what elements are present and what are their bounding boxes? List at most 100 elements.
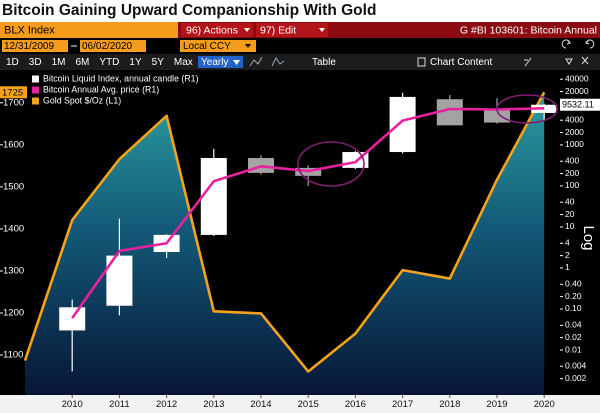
- candle-body: [484, 110, 510, 123]
- y2-tick-label: 40: [565, 196, 575, 206]
- legend-label: Bitcoin Annual Avg. price (R1): [43, 84, 159, 94]
- y2-tick-label: 0.10: [565, 303, 582, 313]
- period-button[interactable]: 1Y: [129, 57, 142, 68]
- period-button[interactable]: 1D: [6, 57, 19, 68]
- y2-tick-label: 0.01: [565, 344, 582, 354]
- y2-tick-label: 0.004: [565, 361, 587, 371]
- legend-label: Gold Spot $/Oz (L1): [43, 95, 121, 105]
- chart-icon[interactable]: [271, 57, 285, 67]
- legend-label: Bitcoin Liquid Index, annual candle (R1): [43, 73, 199, 83]
- y2-tick-label: 0.20: [565, 291, 582, 301]
- currency[interactable]: Local CCY: [183, 41, 231, 52]
- y-tick-label: 1400: [3, 223, 24, 234]
- period-button[interactable]: 5Y: [152, 57, 165, 68]
- y2-tick-label: 200: [565, 168, 579, 178]
- y2-tick-label: 2: [565, 250, 570, 260]
- y2-tick-label: 0.04: [565, 320, 582, 330]
- y-tick-label: 1500: [3, 181, 24, 192]
- y-tick-label: 1200: [3, 308, 24, 319]
- start-date-box[interactable]: [2, 40, 68, 52]
- frequency-box[interactable]: [198, 56, 243, 68]
- edit-button[interactable]: [256, 23, 328, 37]
- table-button[interactable]: Table: [312, 57, 336, 68]
- x-tick-label: 2016: [345, 399, 366, 410]
- period-button[interactable]: Max: [174, 57, 193, 68]
- x-tick-label: 2011: [109, 399, 129, 410]
- legend-swatch: [32, 75, 39, 83]
- end-date[interactable]: 06/02/2020: [82, 41, 132, 52]
- currency-box[interactable]: [180, 40, 256, 52]
- y2-tick-label: 100: [565, 180, 579, 190]
- line-icon[interactable]: [249, 56, 263, 67]
- redo-icon[interactable]: [585, 39, 595, 49]
- page-title: Bitcoin Gaining Upward Companionship Wit…: [2, 2, 376, 19]
- x-tick-label: 2015: [298, 399, 319, 410]
- last-price-label: 9532.11: [562, 100, 594, 110]
- y-tick-label: 1700: [3, 97, 24, 108]
- area-fill: [25, 92, 545, 395]
- dropdown-icon: [233, 60, 240, 65]
- toolbar-row: [0, 38, 600, 54]
- y2-axis-label: Log: [580, 225, 597, 250]
- y2-tick-label: 40000: [565, 73, 589, 83]
- period-button[interactable]: 1M: [52, 57, 66, 68]
- period-buttons: 1D 3D 1M 6M YTD 1Y 5Y Max: [6, 57, 193, 68]
- toolbar-row: [0, 54, 600, 70]
- last-value-tag: [0, 86, 27, 99]
- y2-tick-label: 0.02: [565, 332, 582, 342]
- x-tick-label: 2017: [392, 399, 413, 410]
- avg-price-line: [71, 107, 545, 319]
- y2-tick-label: 4000: [565, 114, 584, 124]
- x-tick-label: 2020: [534, 399, 555, 410]
- edit-label[interactable]: 97) Edit: [260, 24, 296, 36]
- x-tick-label: 2010: [62, 399, 83, 410]
- y2-tick-label: 2000: [565, 127, 584, 137]
- actions-label[interactable]: 96) Actions: [186, 24, 238, 36]
- ticker-box[interactable]: [0, 22, 178, 38]
- edit-icon[interactable]: [524, 57, 532, 67]
- y2-tick-label: 0.002: [565, 373, 587, 383]
- y-tick-label: 1600: [3, 139, 24, 150]
- y2-tick-label: 10: [565, 221, 575, 231]
- legend: [28, 72, 218, 108]
- actions-button[interactable]: [181, 23, 253, 37]
- x-axis-strip: [0, 395, 600, 413]
- candle-body: [389, 96, 416, 153]
- highlight-circle: [297, 141, 365, 187]
- undo-icon[interactable]: [561, 39, 571, 49]
- y2-tick-label: 1000: [565, 139, 584, 149]
- dropdown-icon: [245, 44, 251, 48]
- y2-tick-label: 400: [565, 155, 579, 165]
- function-title: G #BI 103601: Bitcoin Annual: [460, 24, 597, 36]
- highlight-circle: [496, 94, 558, 124]
- legend-entries: Bitcoin Liquid Index, annual candle (R1)…: [32, 73, 199, 105]
- frequency[interactable]: Yearly: [201, 57, 228, 68]
- legend-swatch: [32, 97, 39, 105]
- y-tick-label: 1100: [3, 350, 23, 361]
- x-tick-label: 2014: [250, 399, 271, 410]
- x-tick-label: 2013: [203, 399, 224, 410]
- chart-content-button[interactable]: Chart Content: [430, 57, 492, 68]
- period-button[interactable]: 6M: [76, 57, 90, 68]
- window-icons[interactable]: [565, 56, 589, 65]
- period-button[interactable]: YTD: [99, 57, 119, 68]
- candle-body: [200, 157, 227, 235]
- period-button[interactable]: 3D: [29, 57, 42, 68]
- candle-body: [59, 307, 86, 331]
- x-tick-label: 2019: [486, 399, 507, 410]
- last-price-tag: [560, 98, 600, 111]
- content-icon: [417, 57, 426, 67]
- dropdown-icon: [244, 28, 250, 32]
- y2-tick-label: 20000: [565, 86, 589, 96]
- x-tick-label: 2012: [156, 399, 177, 410]
- y2-tick-label: 4: [565, 238, 570, 248]
- title-bar: [0, 0, 600, 22]
- y2-axis-panel: [560, 70, 600, 395]
- y2-tick-label: 0.40: [565, 279, 582, 289]
- ticker[interactable]: BLX Index: [4, 24, 55, 36]
- last-value-label: 1725: [2, 87, 23, 98]
- start-date[interactable]: 12/31/2009: [4, 41, 54, 52]
- end-date-box[interactable]: [80, 40, 146, 52]
- x-tick-label: 2018: [439, 399, 460, 410]
